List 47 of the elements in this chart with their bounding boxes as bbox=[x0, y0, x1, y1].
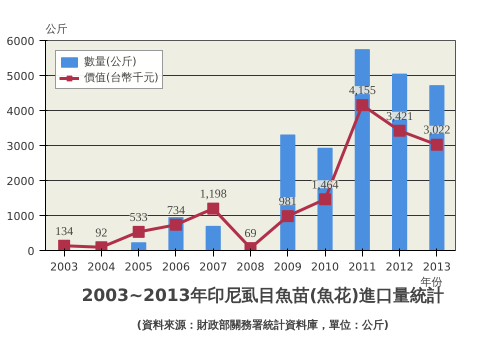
data-label: 533 bbox=[130, 210, 148, 224]
x-tick-label: 2004 bbox=[87, 260, 116, 274]
y-tick-label: 6000 bbox=[6, 35, 35, 48]
x-tick-label: 2011 bbox=[348, 260, 376, 274]
point bbox=[132, 226, 145, 238]
x-axis-title: 年份 bbox=[420, 276, 443, 288]
y-tick-label: 5000 bbox=[6, 70, 35, 83]
data-label: 1,198 bbox=[200, 186, 227, 201]
legend-label: 價值(台幣千元) bbox=[84, 70, 159, 85]
x-tick-label: 2005 bbox=[124, 260, 153, 274]
legend-label: 數量(公斤) bbox=[84, 54, 137, 69]
point bbox=[170, 218, 182, 231]
x-tick-label: 2007 bbox=[199, 260, 228, 274]
data-label: 134 bbox=[55, 224, 74, 238]
data-label: 69 bbox=[244, 226, 256, 240]
x-tick-label: 2003 bbox=[50, 260, 78, 274]
data-label: 4,155 bbox=[348, 83, 376, 98]
bar bbox=[280, 134, 296, 250]
point bbox=[356, 99, 368, 112]
data-label: 734 bbox=[166, 202, 185, 217]
text: 2003~2013年印尼虱目魚苗(魚花)進口量統計 bbox=[82, 286, 444, 306]
data-label: 1,464 bbox=[312, 177, 339, 192]
point bbox=[282, 210, 294, 222]
x-tick-label: 2013 bbox=[422, 260, 451, 274]
point bbox=[58, 240, 70, 250]
x-tick-label: 2006 bbox=[162, 260, 190, 274]
y-tick-label: 1000 bbox=[6, 210, 35, 223]
x-tick-label: 2012 bbox=[386, 260, 414, 274]
point bbox=[207, 202, 220, 215]
data-label: 92 bbox=[95, 225, 108, 240]
y-axis-title: 公斤 bbox=[46, 22, 68, 36]
point bbox=[319, 193, 332, 206]
y-tick-label: 4000 bbox=[6, 105, 35, 118]
bar bbox=[206, 226, 221, 250]
data-label: 981 bbox=[278, 194, 297, 208]
data-label: 3,022 bbox=[423, 122, 450, 137]
point bbox=[394, 124, 406, 137]
text: (資料來源：財政部關務署統計資料庫，單位：公斤) bbox=[136, 318, 389, 332]
y-tick-label: 2000 bbox=[6, 175, 35, 188]
point bbox=[430, 138, 443, 151]
x-tick-label: 2009 bbox=[274, 260, 302, 274]
x-tick-label: 2008 bbox=[236, 260, 265, 274]
data-label: 3,421 bbox=[386, 108, 414, 123]
x-tick-label: 2010 bbox=[311, 260, 340, 274]
y-tick-label: 3000 bbox=[6, 140, 35, 153]
bar bbox=[131, 242, 146, 250]
y-tick-label: 0 bbox=[28, 245, 34, 258]
